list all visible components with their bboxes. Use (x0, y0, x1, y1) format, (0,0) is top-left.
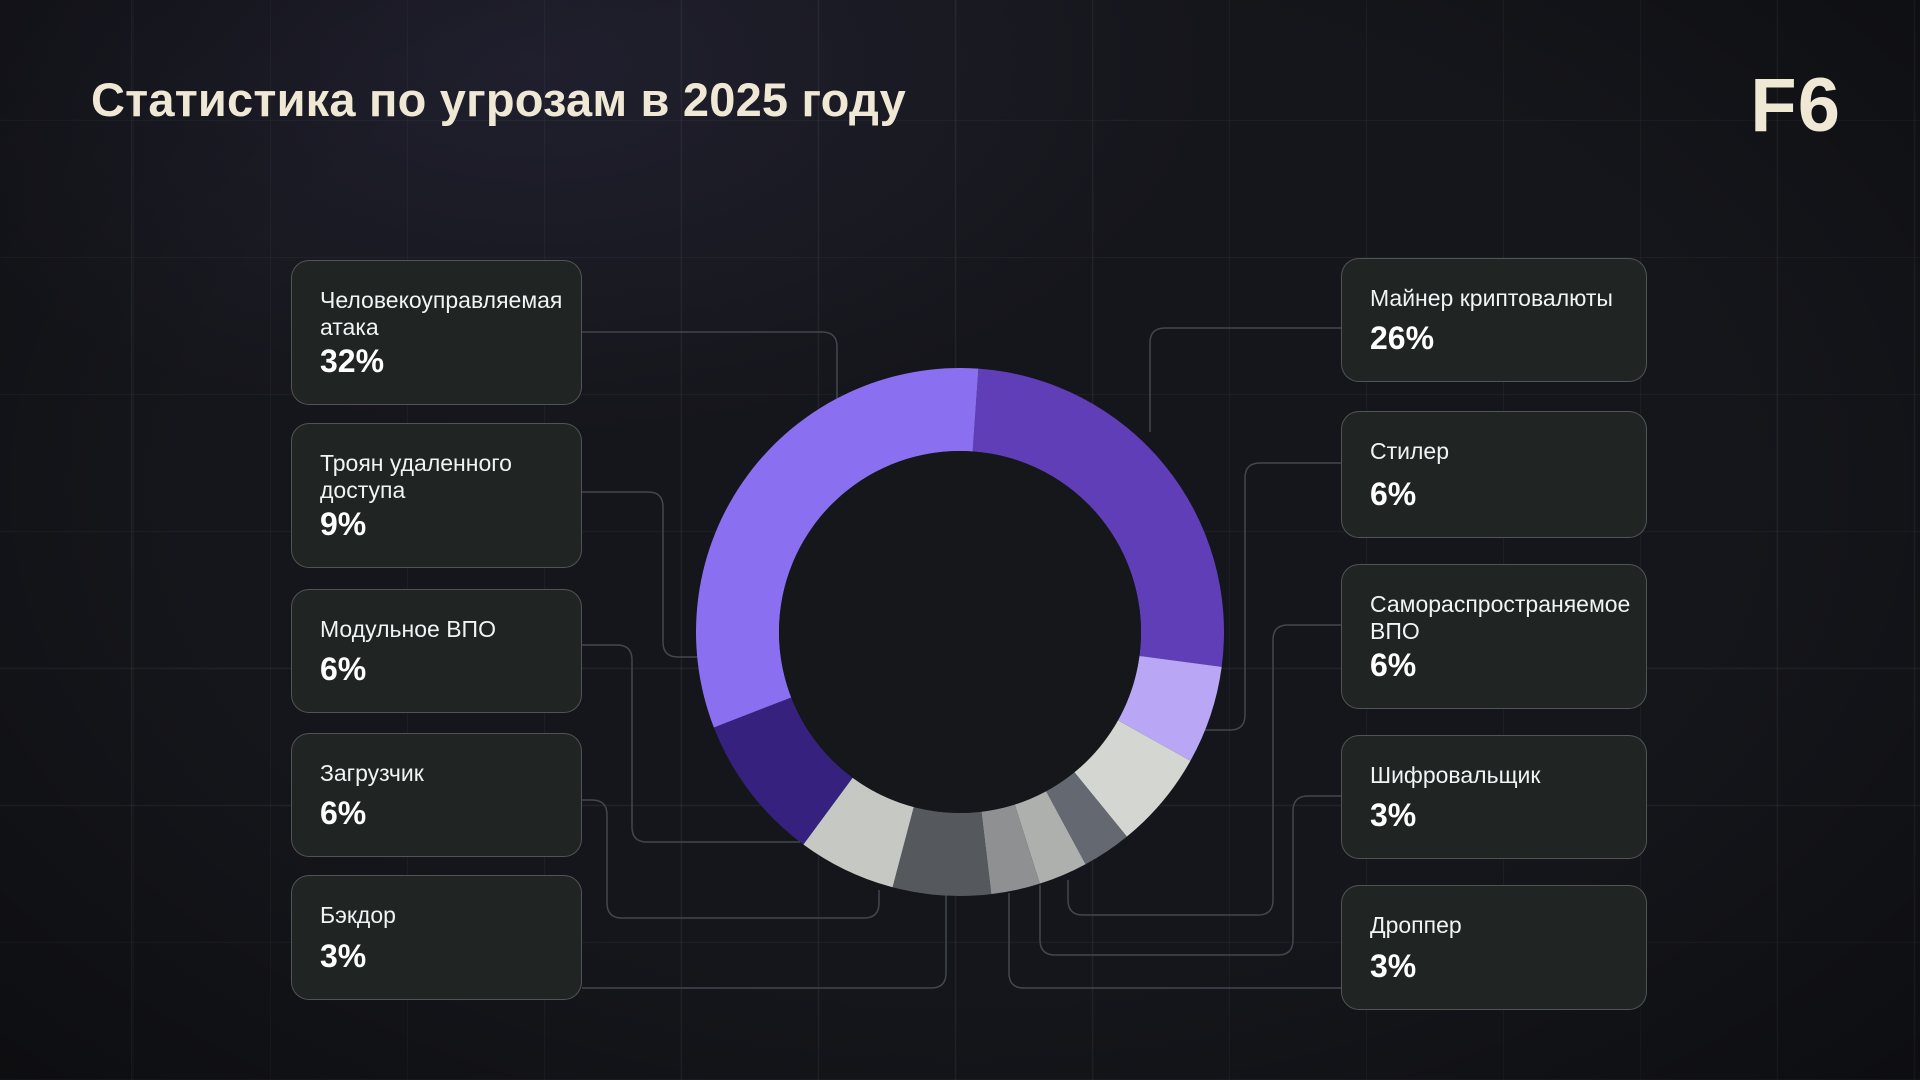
threat-card-value: 3% (320, 938, 367, 974)
connector-modular-malware (582, 644, 800, 843)
threat-card-label: Загрузчик (320, 760, 424, 786)
connector-dropper (1008, 893, 1341, 989)
threat-card-value: 6% (320, 651, 367, 687)
connector-self-propagating (1067, 624, 1341, 916)
threat-card-label: Дроппер (1370, 912, 1462, 938)
threat-card-left-1: Троян удаленного доступа 9% (291, 423, 582, 568)
donut-segment-3 (1046, 772, 1127, 865)
threat-card-value: 6% (1370, 476, 1417, 512)
threat-card-left-0: Человекоуправляемая атака 32% (291, 260, 582, 405)
threat-card-right-4: Дроппер 3% (1341, 885, 1647, 1010)
threat-card-right-3: Шифровальщик 3% (1341, 735, 1647, 859)
threat-card-label: Шифровальщик (1370, 762, 1541, 788)
threat-card-right-1: Стилер 6% (1341, 411, 1647, 538)
threat-card-label: Самораспространяемое ВПО (1370, 591, 1631, 645)
connector-loader (582, 799, 880, 919)
threat-card-value: 3% (1370, 948, 1417, 984)
donut-hole (779, 451, 1141, 813)
threat-card-left-4: Бэкдор 3% (291, 875, 582, 1000)
brand-logo-f6: F6 (1750, 63, 1841, 148)
connector-backdoor (582, 895, 947, 989)
connector-stealer (1178, 462, 1341, 731)
threat-card-label: Бэкдор (320, 902, 396, 928)
threat-card-right-0: Майнер криптовалюты 26% (1341, 258, 1647, 382)
threat-card-label: Стилер (1370, 438, 1449, 464)
threat-card-label: Человекоуправляемая атака (320, 287, 563, 341)
connector-ransomware (1039, 795, 1341, 956)
threat-card-label: Майнер криптовалюты (1370, 285, 1613, 311)
threat-card-left-2: Модульное ВПО 6% (291, 589, 582, 713)
connector-crypto-miner (1149, 327, 1341, 432)
threat-card-value: 6% (1370, 647, 1417, 683)
threat-card-label: Модульное ВПО (320, 616, 496, 642)
donut-segment-1 (1118, 655, 1222, 761)
threat-card-value: 9% (320, 506, 367, 542)
threat-card-right-2: Самораспространяемое ВПО 6% (1341, 564, 1647, 709)
threat-card-value: 26% (1370, 320, 1435, 356)
threat-card-value: 3% (1370, 797, 1417, 833)
donut-segment-2 (1074, 720, 1191, 837)
page-title: Статистика по угрозам в 2025 году (91, 73, 906, 126)
threat-card-value: 6% (320, 795, 367, 831)
donut-segment-0 (972, 368, 1225, 667)
donut-segment-9 (696, 367, 979, 728)
threat-card-left-3: Загрузчик 6% (291, 733, 582, 857)
connector-human-operated-attack (582, 331, 838, 428)
threat-card-label: Троян удаленного доступа (320, 450, 512, 504)
donut-segment-8 (713, 697, 853, 845)
donut-segment-7 (803, 777, 914, 888)
donut-segment-6 (892, 807, 992, 896)
connector-remote-access-trojan (582, 491, 700, 658)
donut-segment-5 (981, 804, 1040, 895)
donut-segment-4 (1014, 791, 1086, 884)
threat-card-value: 32% (320, 343, 385, 379)
